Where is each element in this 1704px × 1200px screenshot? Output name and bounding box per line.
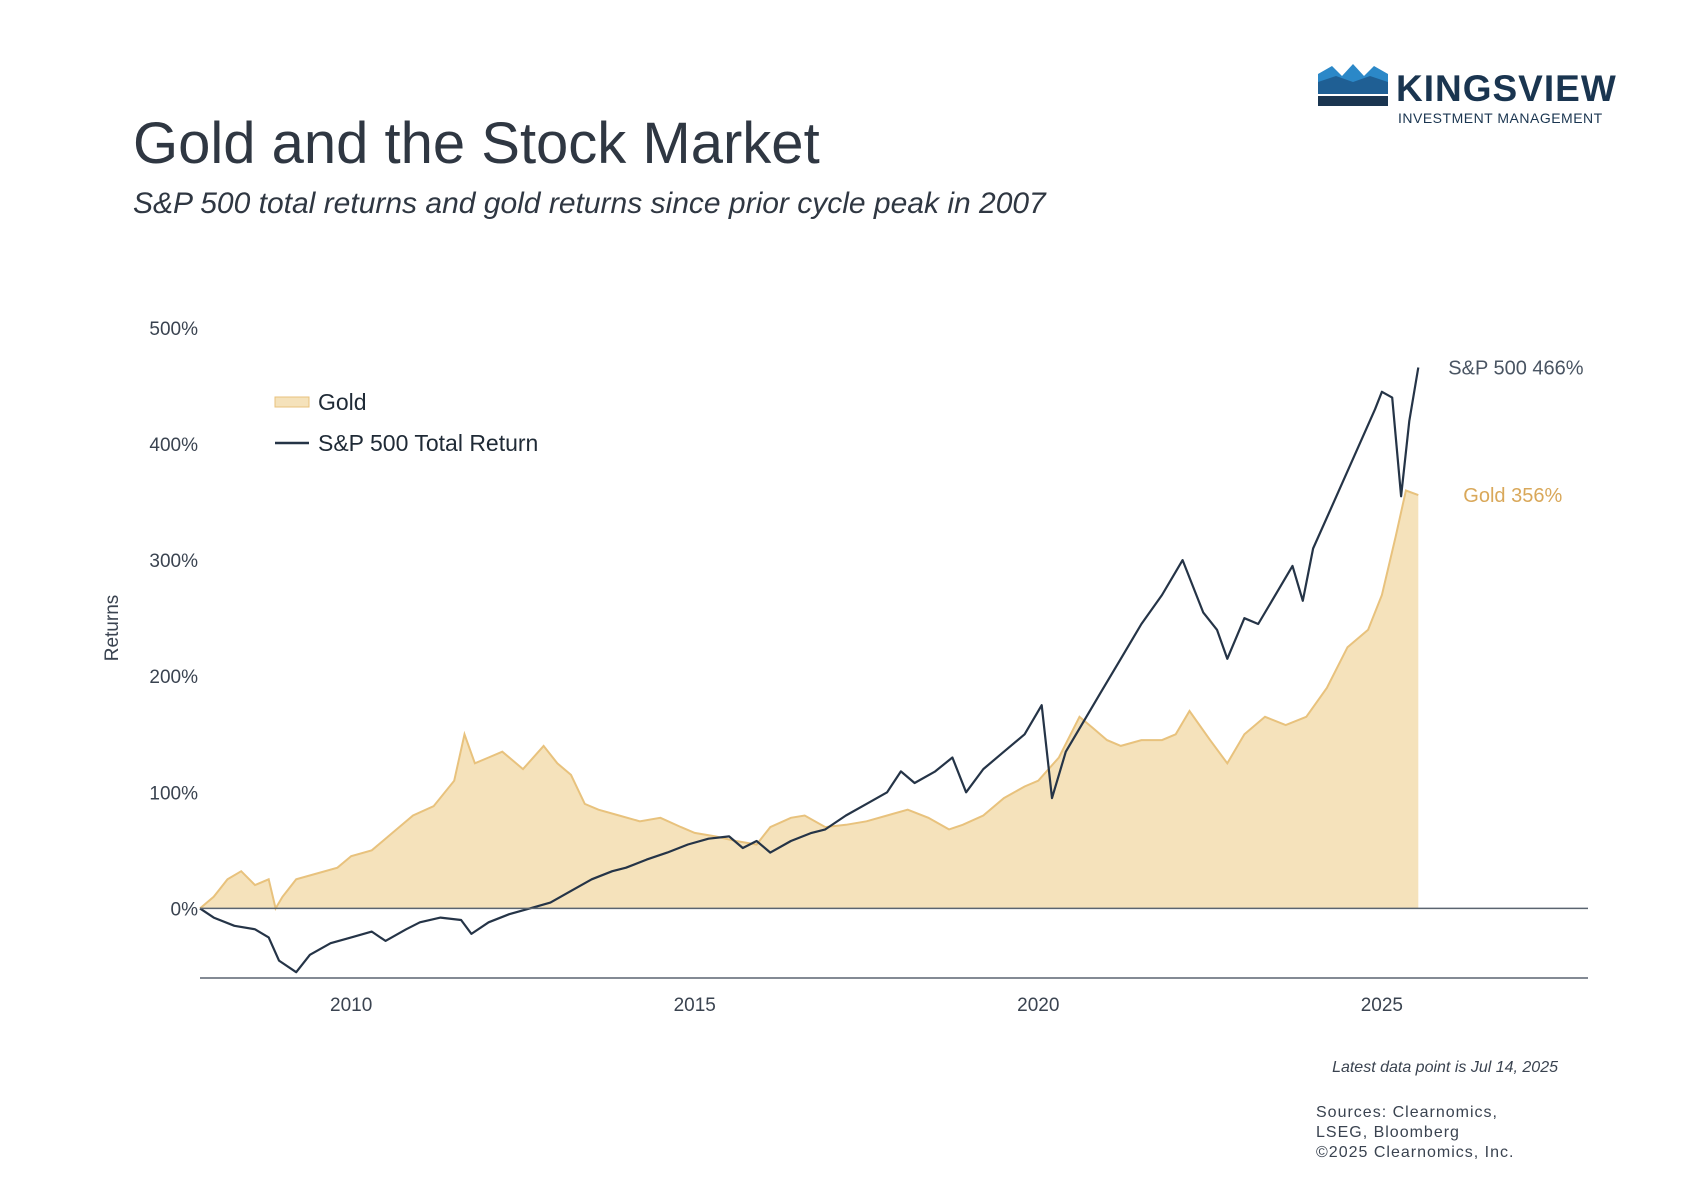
page-subtitle: S&P 500 total returns and gold returns s… bbox=[133, 187, 1046, 220]
x-tick-label: 2020 bbox=[1017, 995, 1059, 1016]
x-axis-ticks: 2010 2015 2020 2025 bbox=[330, 995, 1403, 1016]
legend-sp500-label: S&P 500 Total Return bbox=[318, 430, 538, 456]
legend-gold-label: Gold bbox=[318, 389, 367, 415]
latest-data-note: Latest data point is Jul 14, 2025 bbox=[1332, 1059, 1558, 1076]
page-title: Gold and the Stock Market bbox=[133, 111, 820, 176]
kingsview-logo: KINGSVIEW INVESTMENT MANAGEMENT bbox=[1318, 62, 1618, 132]
x-tick-label: 2010 bbox=[330, 995, 372, 1016]
legend: Gold S&P 500 Total Return bbox=[274, 389, 538, 456]
gold-line bbox=[199, 489, 1419, 912]
sp500-line bbox=[199, 367, 1420, 974]
copyright-line: ©2025 Clearnomics, Inc. bbox=[1316, 1144, 1515, 1161]
y-tick-label: 300% bbox=[149, 551, 198, 572]
crown-icon bbox=[1318, 64, 1388, 106]
legend-gold-swatch bbox=[274, 396, 310, 408]
sources-line: Sources: Clearnomics, bbox=[1316, 1104, 1498, 1121]
sources-line: LSEG, Bloomberg bbox=[1316, 1124, 1460, 1141]
logo-wordmark: KINGSVIEW bbox=[1396, 68, 1617, 109]
sources-block: Sources: Clearnomics, LSEG, Bloomberg ©2… bbox=[1316, 1103, 1514, 1163]
y-tick-label: 400% bbox=[149, 435, 198, 456]
y-axis-label: Returns bbox=[102, 595, 123, 662]
y-axis-ticks: 0% 100% 200% 300% 400% 500% bbox=[149, 319, 198, 920]
gold-end-label: Gold 356% bbox=[1463, 485, 1562, 507]
y-tick-label: 0% bbox=[171, 899, 199, 920]
x-tick-label: 2015 bbox=[674, 995, 716, 1016]
sp500-end-label: S&P 500 466% bbox=[1448, 357, 1584, 379]
y-tick-label: 200% bbox=[149, 667, 198, 688]
logo-tagline: INVESTMENT MANAGEMENT bbox=[1398, 110, 1603, 126]
y-tick-label: 100% bbox=[149, 783, 198, 804]
y-tick-label: 500% bbox=[149, 319, 198, 340]
gold-area bbox=[200, 490, 1419, 909]
x-tick-label: 2025 bbox=[1361, 995, 1403, 1016]
